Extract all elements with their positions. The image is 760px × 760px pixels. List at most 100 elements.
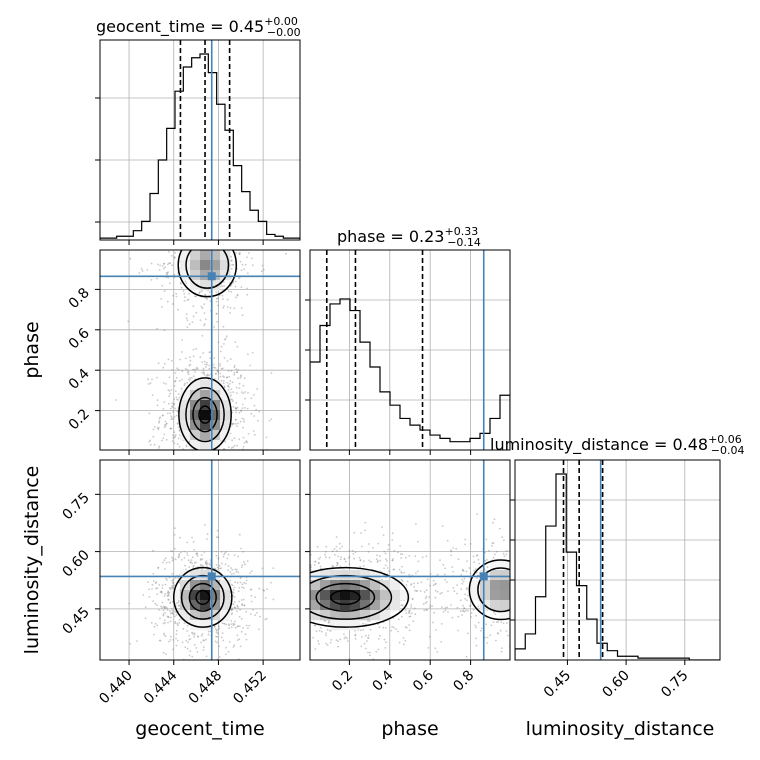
sample-point [241,583,244,586]
sample-point [219,363,222,365]
sample-point [544,609,546,611]
sample-point [168,469,170,471]
sample-point [220,345,223,348]
y-axis-label: phase [21,321,43,378]
sample-point [177,624,179,627]
sample-point [202,369,205,372]
y-tick-label: 0.75 [59,490,92,523]
sample-point [554,618,556,620]
sample-point [169,612,172,615]
sample-point [234,568,237,571]
density-cell [490,580,501,591]
sample-point [163,451,165,453]
density-cell [200,400,211,411]
sample-point [222,229,224,231]
sample-point [462,569,465,572]
density-cell [210,440,221,450]
sample-point [279,614,281,616]
sample-point [397,551,399,554]
sample-point [529,545,531,547]
sample-point [224,238,226,240]
sample-point [174,615,176,618]
sample-point [268,599,270,601]
sample-point [490,668,492,670]
panel-content [249,460,556,670]
sample-point [222,555,225,558]
sample-point [203,303,206,305]
sample-point [231,263,234,266]
sample-point [546,607,548,609]
density-cell [350,620,361,631]
sample-point [376,561,379,563]
sample-point [318,558,320,560]
sample-point [209,300,212,302]
sample-point [235,571,238,573]
sample-point [362,560,365,563]
sample-point [209,224,211,226]
sample-point [230,608,233,611]
sample-point [226,306,229,308]
sample-point [284,654,286,656]
sample-point [164,583,167,586]
sample-point [249,569,251,571]
sample-point [270,372,273,374]
sample-point [218,656,221,658]
sample-point [224,563,227,566]
sample-point [201,361,204,363]
sample-point [222,458,224,460]
sample-point [224,653,227,656]
sample-point [434,596,437,599]
sample-point [230,583,233,586]
sample-point [233,195,235,197]
sample-point [317,562,320,565]
sample-point [172,585,175,587]
density-cell [210,260,221,271]
sample-point [408,555,411,557]
sample-point [158,639,161,642]
sample-point [229,358,232,360]
sample-point [169,610,171,612]
panel-geocent-time-histogram [95,39,301,245]
density-cell [490,560,501,571]
sample-point [239,409,242,412]
sample-point [161,439,163,442]
sample-point [303,604,305,606]
sample-point [346,637,348,640]
sample-point [183,550,186,553]
sample-point [141,269,144,272]
sample-point [538,610,540,612]
sample-point [493,518,496,521]
density-cell [180,250,191,261]
sample-point [405,612,408,615]
density-cell [500,560,510,571]
density-cell [220,250,231,261]
sample-point [268,593,270,595]
sample-point [219,228,221,230]
sample-point [200,305,203,308]
sample-point [208,474,210,476]
sample-point [461,614,463,616]
sample-point [244,391,247,393]
density-cell [390,580,401,591]
sample-point [436,573,439,576]
sample-point [231,612,234,614]
sample-point [367,634,370,637]
sample-point [174,527,176,530]
sample-point [335,639,338,641]
sample-point [447,611,449,613]
density-cell [190,440,201,450]
sample-point [191,562,194,565]
title-param: phase [337,227,385,246]
sample-point [275,591,277,593]
sample-point [183,293,186,295]
sample-point [476,554,479,557]
sample-point [209,457,211,459]
sample-point [485,538,488,541]
sample-point [274,639,276,641]
sample-point [540,577,542,579]
sample-point [233,366,236,369]
sample-point [423,609,426,612]
density-cell [190,390,201,401]
sample-point [205,561,207,564]
sample-point [227,569,229,572]
